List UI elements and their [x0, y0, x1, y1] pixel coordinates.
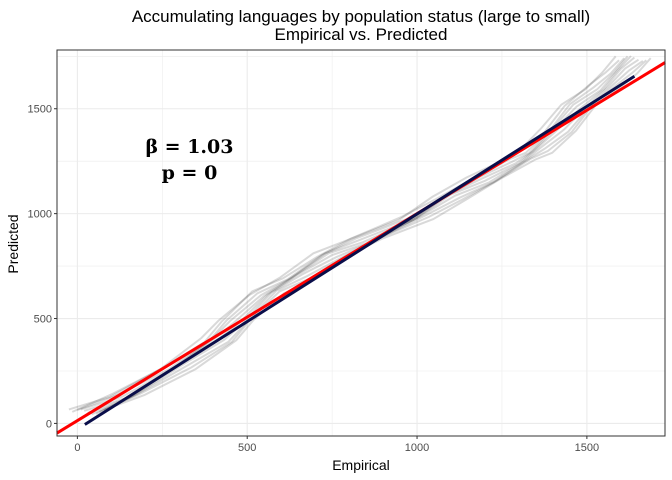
- chart-title: Accumulating languages by population sta…: [132, 7, 590, 26]
- y-axis-label: Predicted: [5, 214, 21, 273]
- x-tick-label: 0: [74, 442, 80, 454]
- x-tick-label: 1000: [405, 442, 429, 454]
- replicate-line: [68, 55, 617, 411]
- x-axis: 0 500 1000 1500: [74, 436, 599, 454]
- x-tick-label: 500: [238, 442, 256, 454]
- y-axis: 0 500 1000 1500: [28, 104, 57, 430]
- x-tick-label: 1500: [575, 442, 599, 454]
- y-tick-label: 500: [34, 314, 52, 326]
- annotations: β = 1.03 p = 0: [145, 136, 233, 184]
- y-tick-label: 1000: [28, 209, 52, 221]
- x-axis-label: Empirical: [332, 457, 390, 473]
- chart-subtitle: Empirical vs. Predicted: [275, 25, 448, 44]
- fit-lines: [56, 61, 666, 435]
- annotation-p: p = 0: [162, 162, 218, 184]
- annotation-beta: β = 1.03: [145, 136, 233, 158]
- y-tick-label: 1500: [28, 104, 52, 116]
- y-tick-label: 0: [46, 418, 52, 430]
- plot-panel-border: [56, 49, 666, 437]
- fit-line: [84, 74, 636, 426]
